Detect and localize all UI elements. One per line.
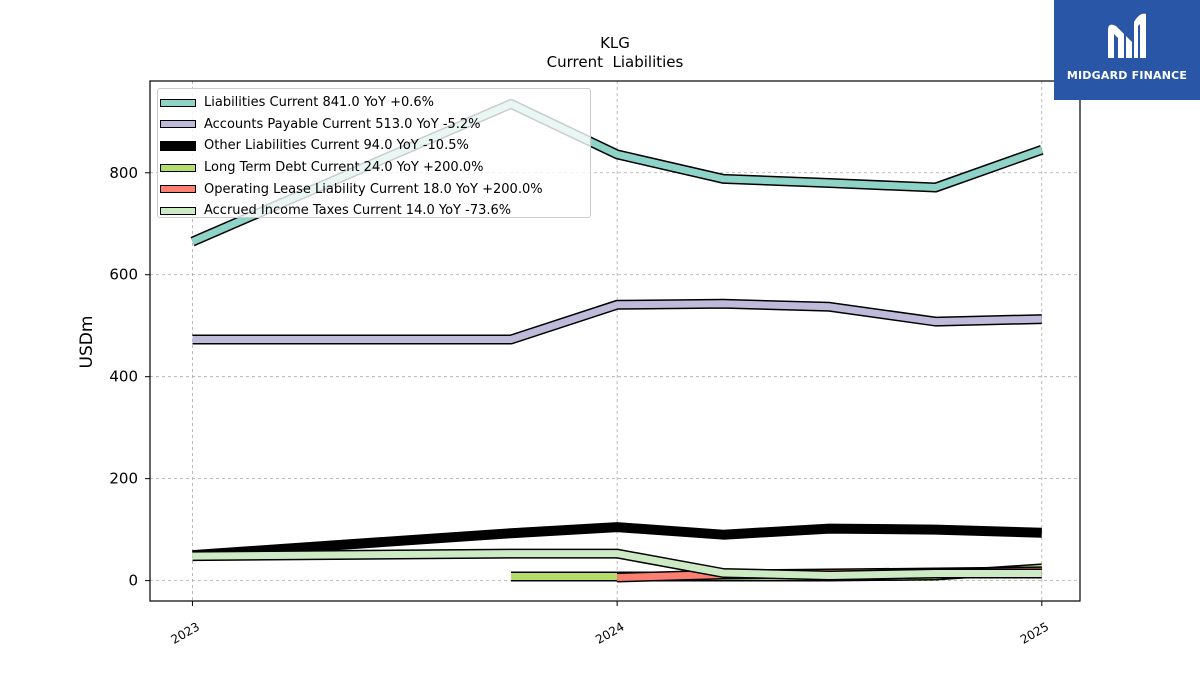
brand-logo: MIDGARD FINANCE (1054, 0, 1200, 100)
y-tick-label: 800 (109, 164, 138, 182)
legend-swatch (160, 140, 196, 151)
legend-label: Accrued Income Taxes Current 14.0 YoY -7… (204, 203, 512, 219)
legend: Liabilities Current 841.0 YoY +0.6% Accou… (157, 88, 591, 218)
legend-item: Accrued Income Taxes Current 14.0 YoY -7… (158, 200, 590, 222)
series-lines (190, 98, 1044, 583)
legend-label: Operating Lease Liability Current 18.0 Y… (204, 181, 543, 197)
y-tick-label: 200 (109, 470, 138, 488)
legend-item: Liabilities Current 841.0 YoY +0.6% (158, 92, 590, 114)
legend-item: Other Liabilities Current 94.0 YoY -10.5… (158, 135, 590, 157)
y-tick-label: 0 (128, 572, 138, 590)
legend-item: Accounts Payable Current 513.0 YoY -5.2% (158, 114, 590, 136)
legend-swatch (160, 163, 196, 172)
axes-frame (149, 80, 1081, 602)
legend-item: Operating Lease Liability Current 18.0 Y… (158, 178, 590, 200)
chart-title: KLG (600, 34, 630, 52)
x-tick-label: 2025 (1018, 619, 1051, 646)
brand-name: MIDGARD FINANCE (1066, 69, 1188, 82)
y-axis-label: USDm (77, 316, 97, 369)
legend-swatch (160, 98, 196, 107)
chart-subtitle: Current Liabilities (547, 53, 684, 71)
x-tick-label: 2023 (169, 619, 202, 646)
series-line (192, 550, 1042, 579)
x-tick-label: 2024 (593, 619, 626, 646)
legend-swatch (160, 120, 196, 129)
legend-label: Liabilities Current 841.0 YoY +0.6% (204, 95, 434, 111)
grid-lines (150, 81, 1080, 601)
series-line (192, 522, 1042, 561)
legend-item: Long Term Debt Current 24.0 YoY +200.0% (158, 157, 590, 179)
y-tick-label: 600 (109, 266, 138, 284)
series-line (192, 300, 1042, 343)
legend-label: Accounts Payable Current 513.0 YoY -5.2% (204, 116, 481, 132)
legend-swatch (160, 185, 196, 194)
legend-label: Other Liabilities Current 94.0 YoY -10.5… (204, 138, 469, 154)
brand-mark-icon (1108, 13, 1146, 59)
y-tick-label: 400 (109, 368, 138, 386)
legend-label: Long Term Debt Current 24.0 YoY +200.0% (204, 160, 484, 176)
legend-swatch (160, 206, 196, 215)
